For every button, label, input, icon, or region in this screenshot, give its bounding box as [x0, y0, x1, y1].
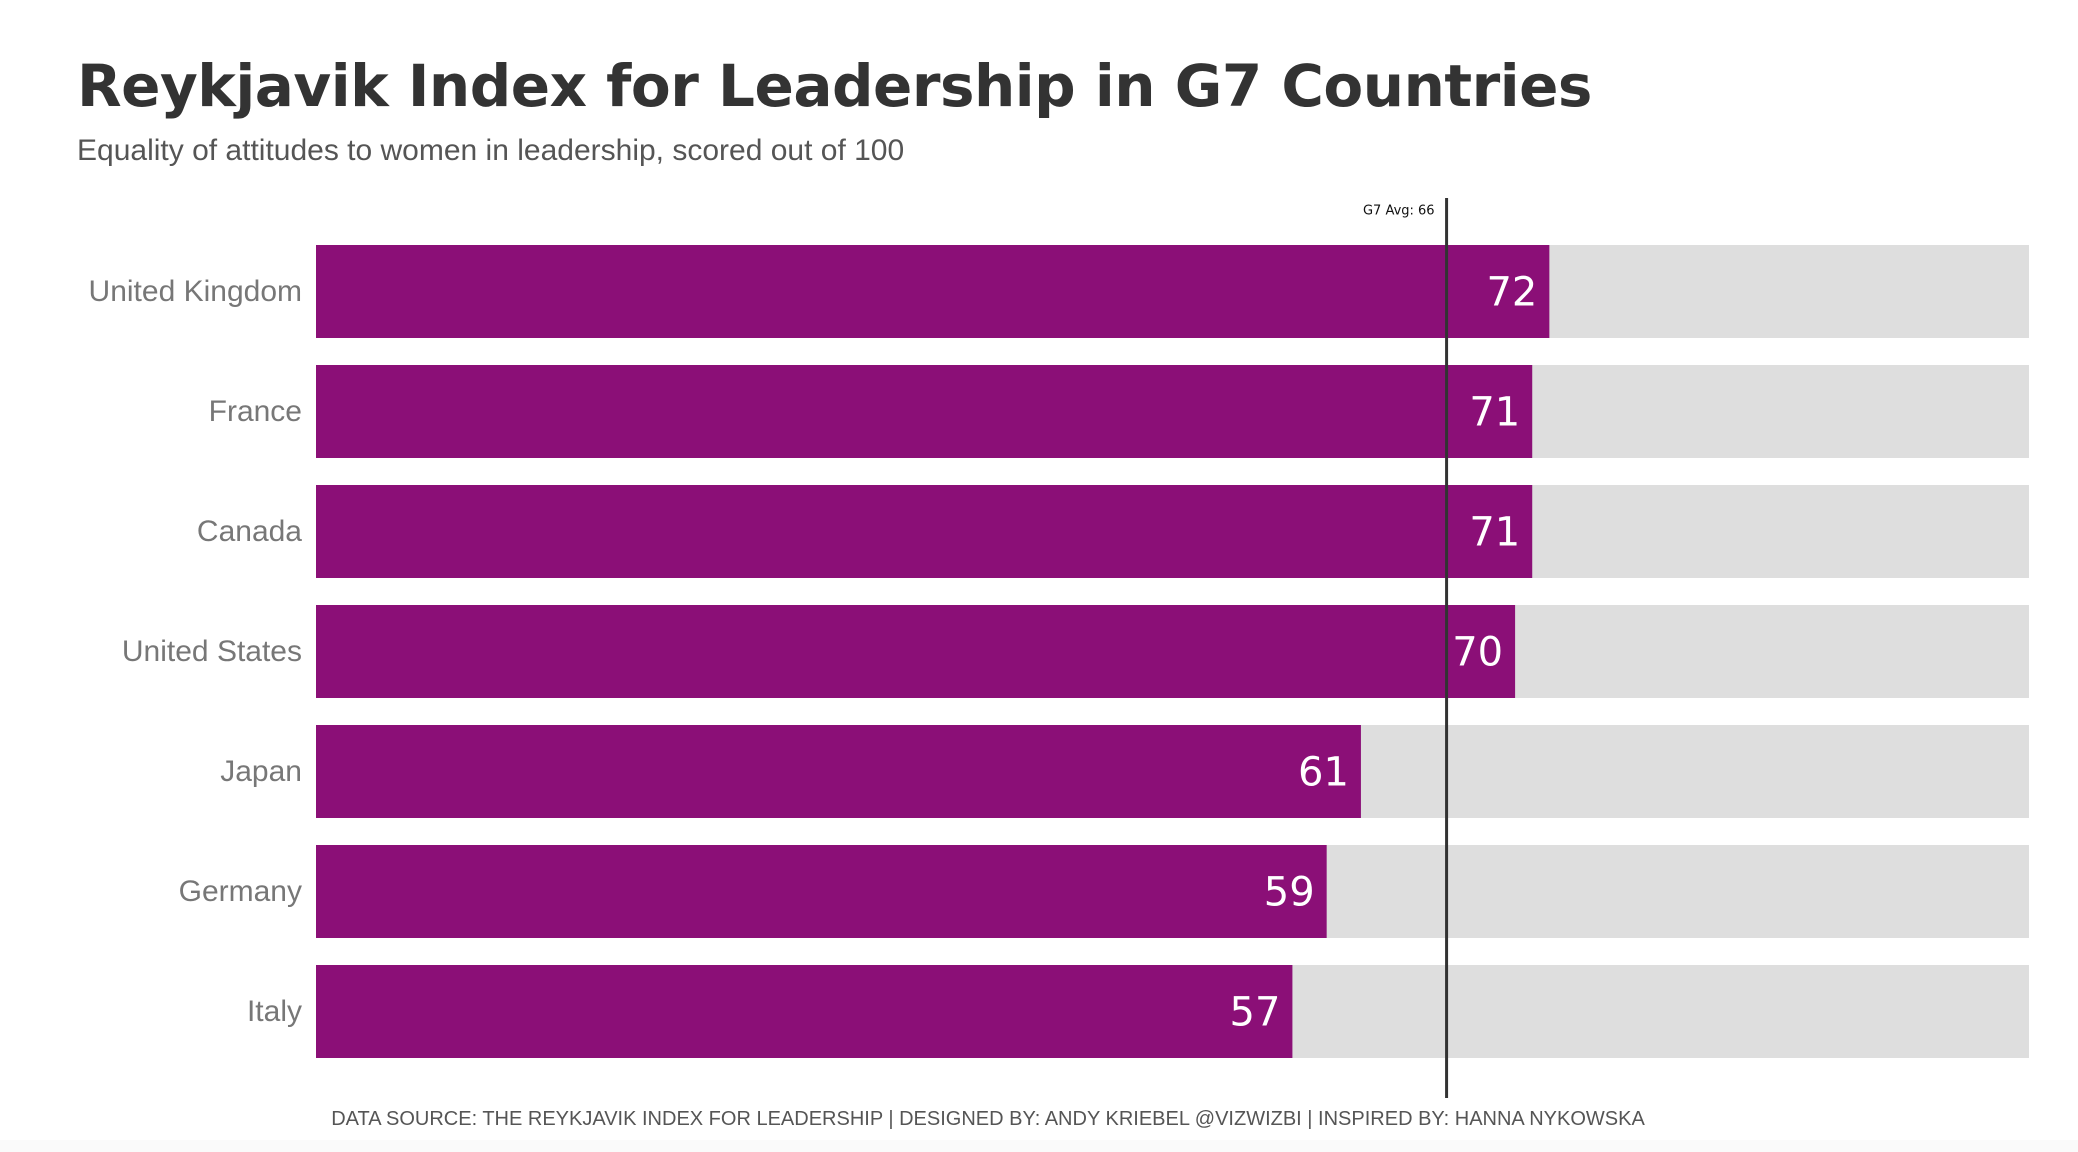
value-label: 61	[1298, 750, 1349, 796]
value-label: 71	[1469, 510, 1520, 556]
bar	[316, 485, 1533, 578]
bar	[316, 605, 1516, 698]
category-labels: United Kingdom France Canada United States J…	[89, 275, 303, 1028]
bar	[316, 965, 1293, 1058]
category-label: Italy	[247, 995, 302, 1028]
bars	[316, 245, 1550, 1058]
reference-line-group: G7 Avg: 66	[1363, 198, 1449, 1098]
value-label: 57	[1230, 990, 1281, 1036]
bar	[316, 725, 1361, 818]
category-label: Japan	[220, 755, 302, 788]
value-label: 71	[1469, 390, 1520, 436]
chart-title: Reykjavik Index for Leadership in G7 Cou…	[77, 52, 1592, 120]
value-label: 72	[1486, 270, 1537, 316]
value-label: 59	[1264, 870, 1315, 916]
footer-band	[0, 1140, 2078, 1152]
value-label: 70	[1452, 630, 1503, 676]
bar	[316, 365, 1533, 458]
average-reference-label: G7 Avg: 66	[1363, 204, 1435, 219]
category-label: United Kingdom	[89, 275, 302, 308]
footer-source: DATA SOURCE: THE REYKJAVIK INDEX FOR LEA…	[331, 1108, 1645, 1130]
category-label: Germany	[179, 875, 302, 908]
category-label: France	[209, 395, 302, 428]
category-label: Canada	[197, 515, 302, 548]
value-labels: 72 71 71 70 61 59 57	[1230, 270, 1538, 1036]
category-label: United States	[122, 635, 302, 668]
bar	[316, 845, 1327, 938]
bar	[316, 245, 1550, 338]
chart-subtitle: Equality of attitudes to women in leader…	[77, 134, 905, 167]
